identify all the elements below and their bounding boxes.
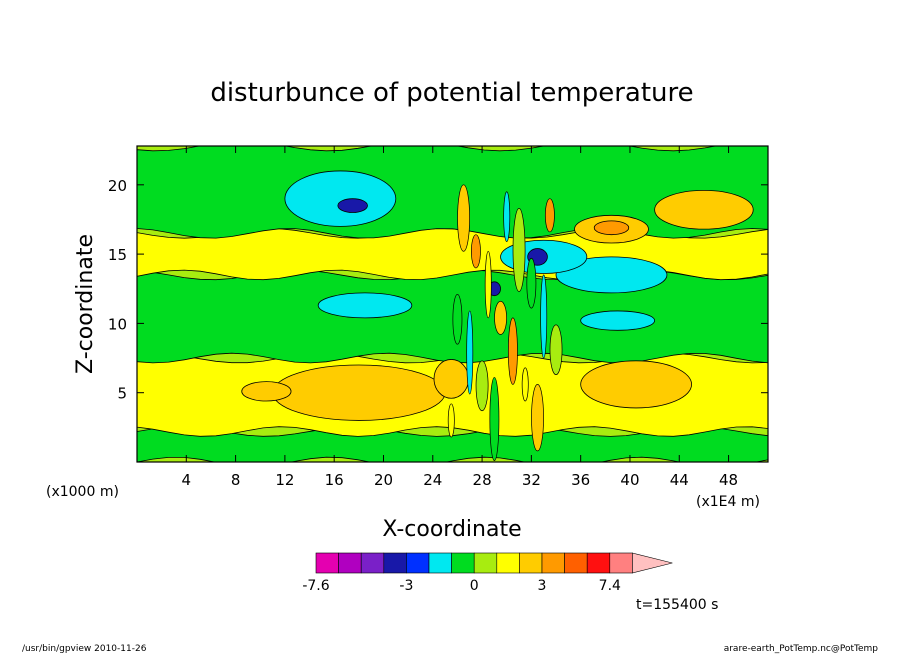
- blob-3: [433, 359, 469, 399]
- x-tick-label: 40: [620, 471, 639, 489]
- blob-6: [555, 256, 668, 294]
- blob-13: [654, 189, 754, 230]
- filament-14: [531, 384, 544, 452]
- x-tick-label: 36: [571, 471, 590, 489]
- blob-1: [241, 381, 292, 402]
- colorbar-cell: [586, 552, 611, 574]
- colorbar-cell: [315, 552, 339, 574]
- colorbar-tick-label: -7.6: [302, 578, 329, 594]
- filament-16: [544, 198, 555, 233]
- filament-15: [540, 274, 548, 359]
- colorbar-cell: [451, 552, 475, 574]
- colorbar-cell: [406, 552, 430, 574]
- footer-left: /usr/bin/gpview 2010-11-26: [22, 644, 147, 654]
- y-tick-label: 5: [117, 385, 127, 403]
- filament-7: [489, 377, 500, 461]
- y-tick-label: 10: [108, 315, 127, 333]
- footer-right: arare-earth_PotTemp.nc@PotTemp: [724, 644, 879, 654]
- plot-area: [137, 146, 768, 462]
- y-tick-label: 15: [108, 246, 127, 264]
- x-tick-label: 44: [670, 471, 689, 489]
- x-tick-label: 12: [275, 471, 294, 489]
- blob-2: [580, 360, 692, 409]
- x-tick-label: 24: [423, 471, 442, 489]
- time-label: t=155400 s: [636, 597, 718, 613]
- filament-11: [512, 208, 526, 292]
- blob-4: [284, 170, 397, 227]
- filament-4: [471, 234, 481, 269]
- y-axis-label: Z-coordinate: [73, 234, 98, 374]
- colorbar-cell: [383, 552, 407, 574]
- colorbar-tick-label: 0: [470, 578, 479, 594]
- filament-13: [526, 257, 537, 309]
- x-tick-label: 28: [473, 471, 492, 489]
- chart-title: disturbunce of potential temperature: [210, 78, 693, 108]
- filament-10: [507, 317, 518, 385]
- central-filaments: [447, 184, 563, 461]
- blob-0: [272, 364, 446, 421]
- x-unit-right: (x1E4 m): [696, 494, 760, 510]
- colorbar-cell: [519, 552, 543, 574]
- blob-12: [593, 220, 630, 236]
- colorbar-arrow: [632, 552, 673, 574]
- filament-8: [494, 300, 507, 335]
- x-tick-label: 20: [374, 471, 393, 489]
- filament-17: [549, 324, 563, 376]
- colorbar-tick-label: 3: [538, 578, 547, 594]
- x-tick-label: 48: [719, 471, 738, 489]
- y-tick-label: 20: [108, 177, 127, 195]
- blob-8: [317, 292, 413, 319]
- x-tick-label: 16: [325, 471, 344, 489]
- x-tick-label: 4: [182, 471, 192, 489]
- filament-5: [475, 360, 489, 412]
- filament-0: [447, 403, 455, 438]
- colorbar-tick-label: -3: [399, 578, 413, 594]
- band-2: [137, 269, 768, 364]
- filament-3: [466, 310, 474, 395]
- colorbar: [315, 552, 673, 574]
- filament-2: [457, 184, 470, 252]
- filament-1: [452, 293, 463, 345]
- colorbar-cell: [564, 552, 588, 574]
- colorbar-cell: [473, 552, 498, 574]
- plot-frame: [136, 145, 769, 463]
- filament-9: [503, 191, 511, 242]
- colorbar-cell: [609, 552, 633, 574]
- x-unit-left: (x1000 m): [46, 484, 119, 500]
- x-axis-label: X-coordinate: [382, 517, 521, 542]
- colorbar-cell: [360, 552, 385, 574]
- colorbar-tick-label: 7.4: [599, 578, 621, 594]
- colorbar-cell: [541, 552, 565, 574]
- filament-12: [521, 367, 529, 402]
- filament-6: [484, 250, 492, 319]
- blob-7: [580, 310, 656, 331]
- x-tick-label: 8: [231, 471, 241, 489]
- colorbar-cell: [338, 552, 362, 574]
- colorbar-cell: [496, 552, 520, 574]
- x-tick-label: 32: [522, 471, 541, 489]
- colorbar-cell: [428, 552, 452, 574]
- blob-5: [337, 198, 368, 213]
